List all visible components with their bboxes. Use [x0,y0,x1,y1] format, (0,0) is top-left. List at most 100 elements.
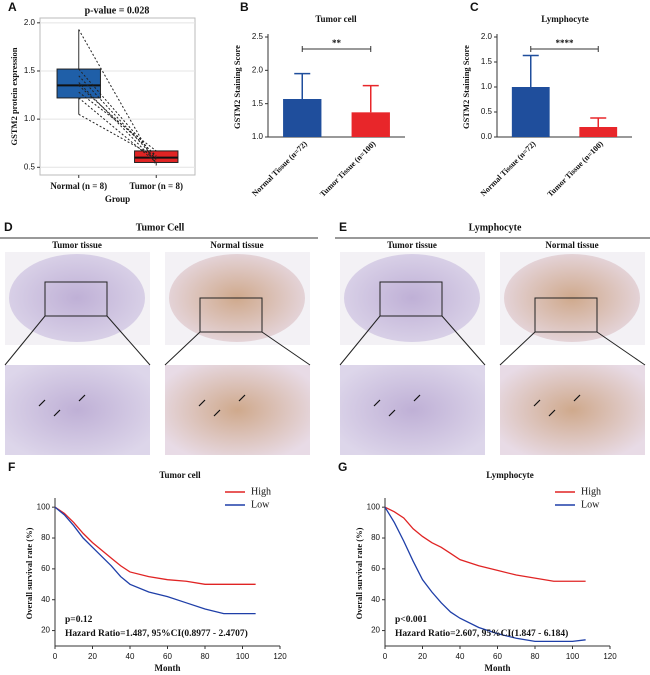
panel-label: B [240,0,249,14]
y-axis-label: Overall survival rate (%) [354,527,364,619]
zoom-box [379,281,443,317]
panel-label: G [338,460,347,474]
y-tick-label: 20 [371,626,380,635]
panel-label: A [8,0,17,14]
y-tick-label: 40 [371,595,380,604]
micrograph-zoom [500,365,645,455]
zoom-connector [4,315,46,366]
arrow [213,409,221,417]
y-tick-label: 40 [41,595,50,604]
x-tick-label: 60 [493,652,502,661]
arrow [548,409,556,417]
legend-label: Low [251,499,270,510]
paired-line [78,85,157,157]
arrow [573,394,581,402]
y-tick-label: 0.0 [481,132,493,141]
annotation: Hazard Ratio=2.607, 95%CI(1.847 - 6.184) [395,628,568,639]
column-title: Tumor tissue [52,240,102,250]
panel-label: F [8,460,15,474]
y-axis-label: GSTM2 Staining Score [232,45,242,129]
x-tick-label: 0 [53,652,58,661]
y-tick-label: 1.0 [252,132,264,141]
paired-line [78,75,157,160]
x-tick-label: 0 [383,652,388,661]
arrow [373,399,381,407]
y-tick-label: 80 [41,533,50,542]
arrow [533,399,541,407]
micrograph-zoom [340,365,485,455]
x-tick-label: 120 [603,652,617,661]
panel-title: Tumor Cell [136,222,185,233]
x-tick-label: Tumor Tissue (n=100) [318,139,378,199]
bar [351,112,390,137]
significance-label: **** [556,38,575,48]
micrograph-zoom [5,365,150,455]
x-tick-label: 80 [201,652,210,661]
y-tick-label: 60 [41,564,50,573]
x-tick-label: Normal Tissue (n=72) [250,139,309,198]
chart-title: Lymphocyte [541,14,589,24]
column-title: Normal tissue [545,240,598,250]
survival-line [54,506,256,585]
y-tick-label: 2.0 [24,18,36,27]
x-tick-label: 40 [456,652,465,661]
arrow [238,394,246,402]
y-tick-label: 1.5 [252,99,264,108]
micrograph-zoom [165,365,310,455]
y-tick-label: 80 [371,533,380,542]
column-title: Tumor tissue [387,240,437,250]
y-axis-label: GSTM2 Staining Score [461,45,471,129]
chart-title: Tumor cell [159,470,201,480]
zoom-connector [164,331,201,366]
y-tick-label: 60 [371,564,380,573]
y-tick-label: 20 [41,626,50,635]
x-tick-label: 60 [163,652,172,661]
survival-line [384,506,586,643]
panel-label: E [339,220,347,234]
tissue [9,254,145,342]
x-axis-label: Month [154,663,180,673]
arrow [53,409,61,417]
zoom-connector [596,331,646,366]
chart-title: Lymphocyte [486,470,534,480]
x-tick-label: Tumor (n = 8) [130,181,183,191]
x-tick-label: 80 [531,652,540,661]
x-tick-label: 40 [126,652,135,661]
x-tick-label: 100 [236,652,250,661]
x-tick-label: Normal (n = 8) [50,181,107,191]
paired-line [78,91,157,152]
y-tick-label: 2.0 [481,32,493,41]
x-axis-label: Month [484,663,510,673]
x-tick-label: 20 [418,652,427,661]
y-tick-label: 1.0 [24,114,36,123]
y-tick-label: 2.5 [252,32,264,41]
annotation: p=0.12 [65,615,93,625]
y-axis-label: GSTM2 protein expression [9,47,19,145]
zoom-connector [339,315,381,366]
annotation: Hazard Ratio=1.487, 95%CI(0.8977 - 2.470… [65,628,248,639]
x-tick-label: Normal Tissue (n=72) [479,139,538,198]
x-axis-label: Group [105,194,130,204]
x-tick-label: 120 [273,652,287,661]
survival-line [54,506,256,615]
y-tick-label: 0.5 [481,107,493,116]
bar [579,127,618,137]
zoom-box [44,281,108,317]
y-tick-label: 1.5 [481,57,493,66]
tissue [344,254,480,342]
legend-label: High [581,486,601,497]
zoom-connector [261,331,311,366]
zoom-box [199,297,263,333]
column-title: Normal tissue [210,240,263,250]
x-tick-label: 20 [88,652,97,661]
arrow [78,394,86,402]
arrow [198,399,206,407]
y-tick-label: 100 [37,502,51,511]
arrow [388,409,396,417]
bar [511,87,550,137]
zoom-connector [499,331,536,366]
panel-title: Lymphocyte [469,222,522,233]
x-tick-label: Tumor Tissue (n=100) [546,139,606,199]
significance-label: ** [332,38,342,48]
